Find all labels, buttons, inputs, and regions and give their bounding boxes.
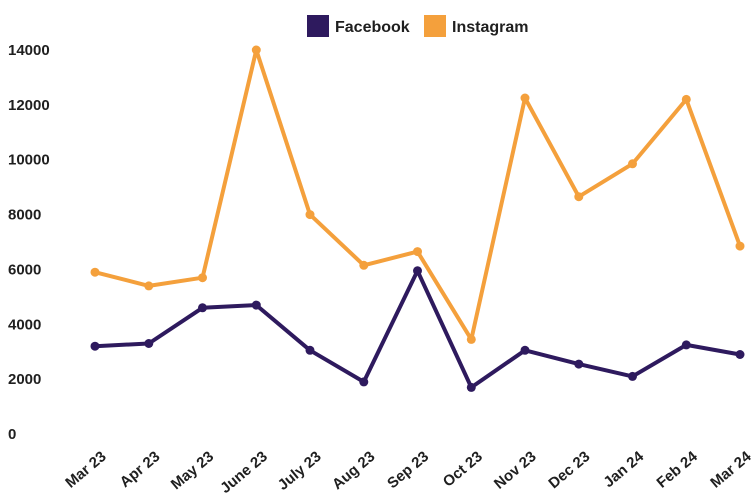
- legend-swatch-instagram: [424, 15, 446, 37]
- data-point-instagram: [198, 273, 207, 283]
- x-tick-label: Nov 23: [491, 448, 540, 493]
- data-point-instagram: [359, 260, 369, 270]
- series-line-facebook: [93, 268, 742, 390]
- y-tick-label: 12000: [8, 97, 50, 114]
- data-point-instagram: [305, 210, 315, 220]
- x-tick-label: Apr 23: [117, 448, 164, 491]
- data-point-facebook: [359, 377, 369, 387]
- data-point-facebook: [574, 359, 584, 369]
- data-point-instagram: [628, 159, 637, 169]
- data-point-instagram: [466, 334, 476, 344]
- series-line-instagram: [93, 48, 742, 342]
- y-tick-label: 2000: [8, 371, 41, 388]
- data-point-instagram: [413, 247, 422, 257]
- data-point-instagram: [735, 241, 745, 251]
- data-point-facebook: [144, 339, 154, 348]
- data-point-facebook: [251, 300, 261, 310]
- x-tick-label: Feb 24: [653, 448, 701, 492]
- data-point-facebook: [305, 345, 315, 355]
- x-tick-label: Oct 23: [440, 448, 486, 491]
- x-tick-label: Aug 23: [329, 448, 378, 493]
- data-point-instagram: [90, 267, 100, 277]
- x-tick-label: Mar 24: [707, 448, 755, 492]
- data-point-facebook: [681, 340, 691, 350]
- x-tick-label: Jan 24: [600, 448, 647, 491]
- legend: Facebook Instagram: [307, 15, 528, 37]
- data-point-facebook: [90, 341, 100, 351]
- y-tick-label: 8000: [8, 207, 41, 224]
- x-axis: Mar 23 Apr 23 May 23 June 23 July 23 Aug 23 Se…: [62, 448, 755, 497]
- data-point-facebook: [520, 345, 530, 355]
- x-tick-label: Dec 23: [545, 448, 593, 492]
- y-tick-label: 0: [8, 426, 16, 443]
- data-point-instagram: [681, 94, 691, 104]
- x-tick-label: Mar 23: [62, 448, 109, 492]
- data-point-instagram: [574, 192, 584, 202]
- data-point-instagram: [144, 281, 154, 291]
- data-point-facebook: [735, 350, 745, 359]
- data-point-instagram: [520, 93, 530, 103]
- data-point-facebook: [466, 382, 476, 392]
- y-tick-label: 10000: [8, 152, 50, 169]
- legend-swatch-facebook: [307, 15, 329, 37]
- y-tick-label: 6000: [8, 261, 41, 278]
- y-axis: 0 2000 4000 6000 8000 10000 12000 14000: [8, 42, 50, 443]
- data-point-facebook: [413, 266, 422, 276]
- legend-label-facebook: Facebook: [335, 19, 410, 36]
- x-tick-label: June 23: [217, 448, 271, 497]
- y-tick-label: 14000: [8, 42, 50, 59]
- plot-area: [90, 45, 745, 392]
- data-point-facebook: [628, 371, 637, 381]
- x-tick-label: May 23: [168, 448, 217, 493]
- data-point-facebook: [198, 303, 207, 313]
- x-tick-label: July 23: [275, 448, 325, 494]
- legend-label-instagram: Instagram: [452, 19, 528, 36]
- data-point-instagram: [251, 45, 261, 55]
- y-tick-label: 4000: [8, 316, 41, 333]
- x-tick-label: Sep 23: [384, 448, 432, 492]
